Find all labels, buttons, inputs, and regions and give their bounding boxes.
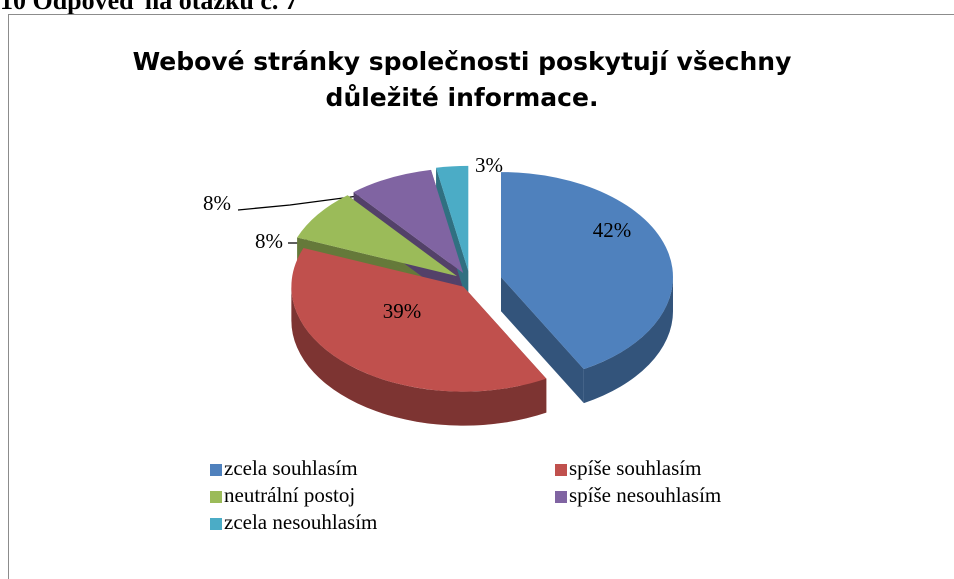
legend-label: spíše souhlasím — [569, 456, 701, 480]
legend-swatch — [210, 464, 222, 476]
slice-shade — [583, 277, 673, 404]
slice — [500, 172, 673, 370]
legend-label: zcela nesouhlasím — [224, 510, 377, 534]
chart-frame — [8, 14, 954, 579]
chart-title: Webové stránky společnosti poskytují vše… — [132, 47, 792, 112]
slice-shade — [500, 277, 584, 404]
slice-side — [500, 277, 584, 404]
slice-side — [583, 277, 673, 404]
legend-swatch — [210, 491, 222, 503]
slice-side — [291, 286, 547, 426]
slice — [291, 247, 547, 392]
data-label: 42% — [593, 218, 632, 242]
legend-swatch — [210, 518, 222, 530]
legend-label: neutrální postoj — [224, 483, 355, 507]
slice-shade — [291, 286, 547, 426]
legend-label: zcela souhlasím — [224, 456, 358, 480]
slice — [297, 195, 458, 277]
legend-swatch — [555, 491, 567, 503]
slice — [353, 169, 464, 274]
data-label: 8% — [203, 191, 231, 215]
data-label: 39% — [383, 299, 422, 323]
legend-swatch — [555, 464, 567, 476]
caption: 10 Odpověď na otázku č. 7 — [0, 0, 298, 15]
data-label: 3% — [475, 153, 503, 177]
slice — [436, 165, 469, 271]
data-label: 8% — [255, 229, 283, 253]
legend-label: spíše nesouhlasím — [569, 483, 721, 507]
